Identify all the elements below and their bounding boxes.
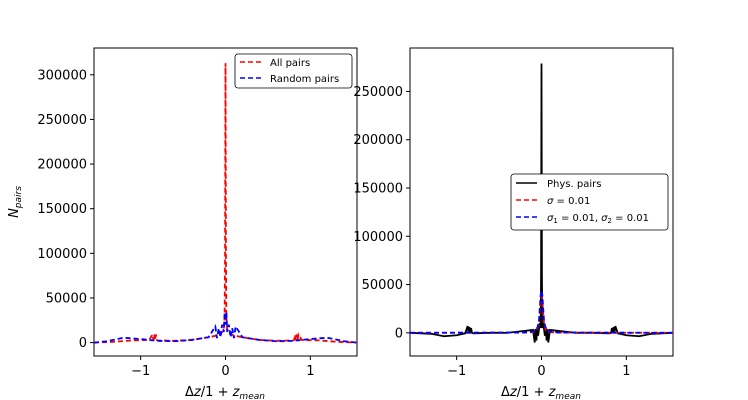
left-x-tick-label-2: 1	[306, 364, 314, 379]
right-x-tick-label-0: −1	[447, 364, 466, 379]
left-legend-box	[234, 53, 353, 89]
left-series-line-1	[93, 312, 358, 344]
left-legend: All pairs Random pairs	[234, 53, 353, 89]
right-legend-label-1: σ = 0.01	[547, 196, 590, 207]
left-x-tick-label-0: −1	[131, 364, 150, 379]
right-chart: −1 0 1 0 50000 100000 150000 200000 250000 Phys.…	[353, 47, 674, 400]
right-y-tick-label-0: 0	[395, 326, 403, 341]
right-legend-box	[510, 173, 669, 231]
right-series	[409, 63, 674, 343]
right-x-axis-label: Δz/1 + zmean	[501, 385, 581, 400]
left-series-line-0	[93, 63, 358, 344]
right-y-tick-label-5: 250000	[353, 85, 403, 100]
left-legend-label-0: All pairs	[270, 58, 310, 69]
left-y-axis-label: Npairs	[7, 186, 24, 218]
left-ticks: −1 0 1 0 50000 100000 150000 200000 250000 300000	[37, 68, 314, 379]
left-y-tick-label-6: 300000	[37, 68, 87, 83]
right-y-tick-label-2: 100000	[353, 230, 403, 245]
left-x-axis-label: Δz/1 + zmean	[185, 385, 265, 400]
right-legend-label-0: Phys. pairs	[547, 179, 601, 190]
right-legend: Phys. pairs σ = 0.01 σ1 = 0.01, σ2 = 0.0…	[510, 173, 669, 231]
right-ticks: −1 0 1 0 50000 100000 150000 200000 250000	[353, 85, 630, 379]
left-y-tick-label-1: 50000	[46, 291, 87, 306]
right-x-tick-label-2: 1	[622, 364, 630, 379]
left-y-tick-label-4: 200000	[37, 158, 87, 173]
right-y-tick-label-4: 200000	[353, 133, 403, 148]
left-y-tick-label-0: 0	[79, 336, 87, 351]
right-series-line-2	[409, 290, 674, 334]
left-y-tick-label-3: 150000	[37, 202, 87, 217]
left-x-tick-label-1: 0	[221, 364, 229, 379]
left-chart: −1 0 1 0 50000 100000 150000 200000 250000 300000…	[7, 47, 358, 400]
left-y-tick-label-2: 100000	[37, 247, 87, 262]
right-legend-label-2: σ1 = 0.01, σ2 = 0.01	[547, 213, 649, 225]
left-series	[93, 63, 358, 344]
right-y-tick-label-3: 150000	[353, 182, 403, 197]
right-y-tick-label-1: 50000	[362, 278, 403, 293]
left-legend-label-1: Random pairs	[270, 74, 339, 85]
left-y-tick-label-5: 250000	[37, 113, 87, 128]
right-x-tick-label-1: 0	[537, 364, 545, 379]
